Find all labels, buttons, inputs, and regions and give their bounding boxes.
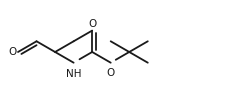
- Text: NH: NH: [66, 68, 81, 78]
- Text: O: O: [88, 19, 96, 29]
- Text: O: O: [9, 47, 17, 57]
- Text: O: O: [106, 68, 114, 78]
